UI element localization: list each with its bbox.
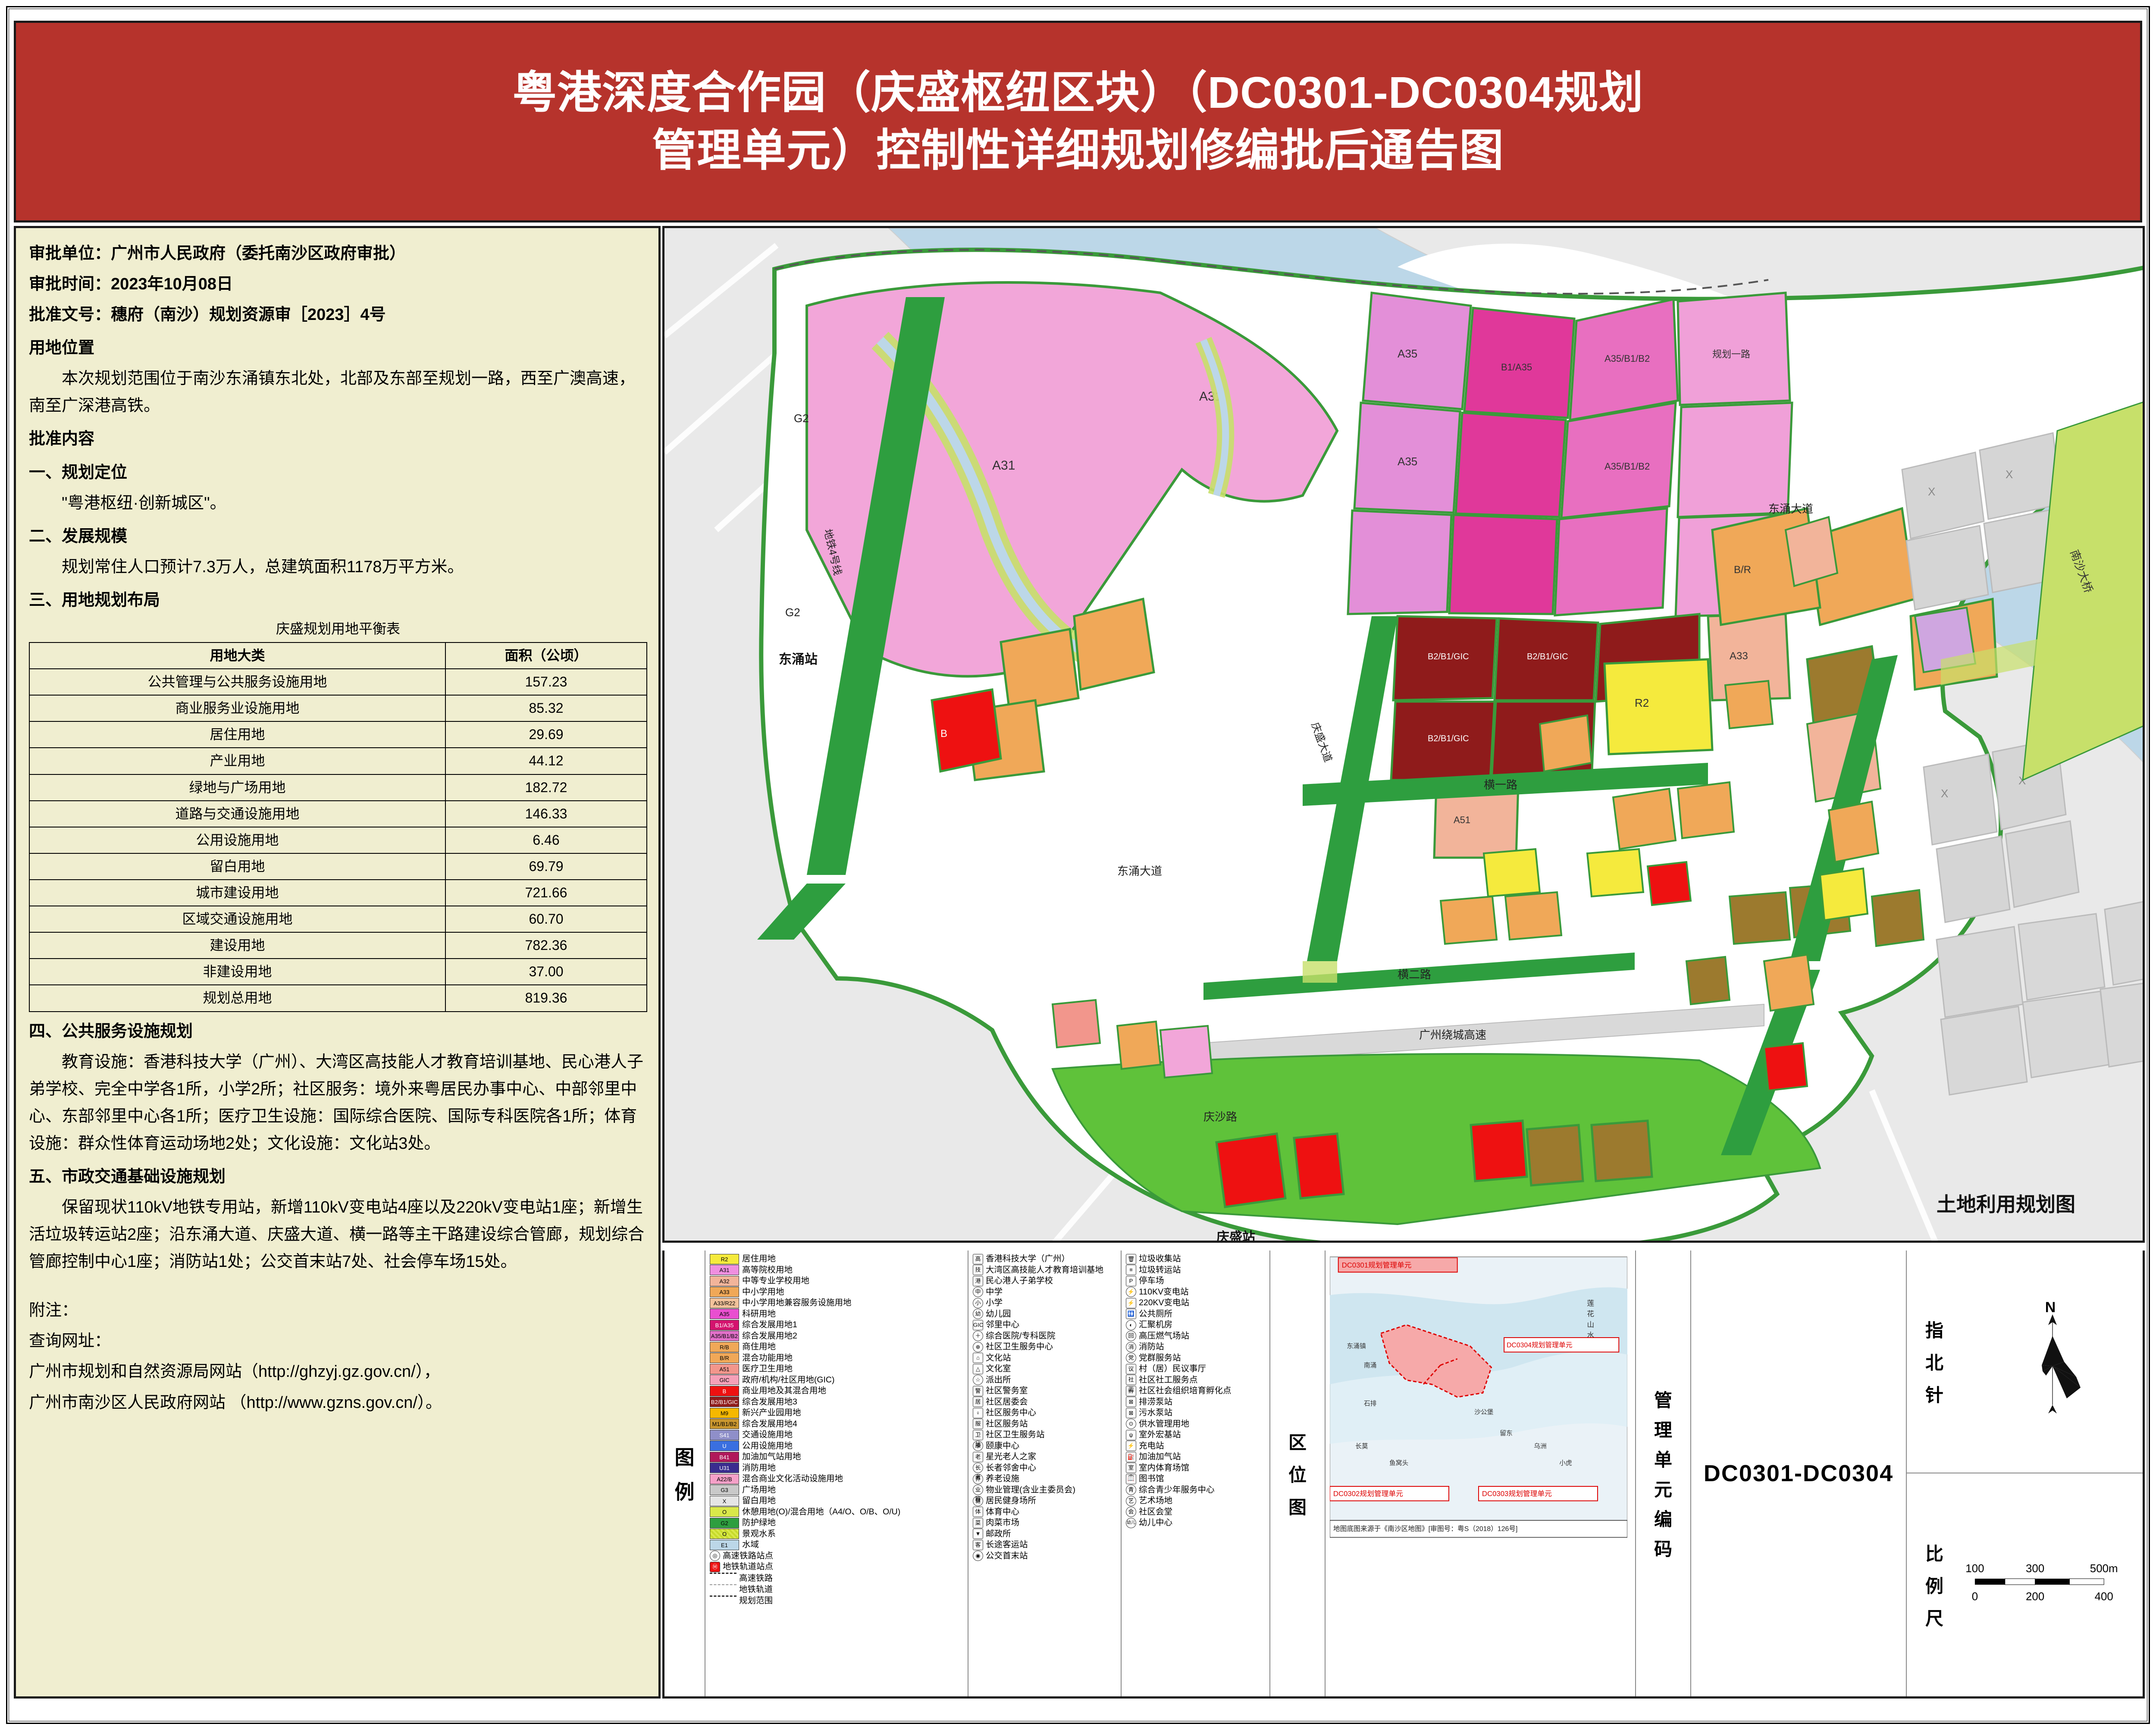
svg-text:长莫: 长莫: [1355, 1442, 1368, 1450]
svg-text:B: B: [940, 728, 947, 740]
svg-text:沙公堡: 沙公堡: [1474, 1408, 1494, 1416]
svg-text:100: 100: [1965, 1563, 1984, 1575]
svg-text:东涌镇: 东涌镇: [1347, 1343, 1366, 1350]
svg-text:A35/B1/B2: A35/B1/B2: [1604, 353, 1650, 364]
svg-text:规划一路: 规划一路: [1712, 349, 1750, 360]
svg-text:A35/B1/B2: A35/B1/B2: [1604, 461, 1650, 472]
svg-text:山: 山: [1587, 1320, 1594, 1329]
svg-text:南涌: 南涌: [1364, 1362, 1377, 1369]
svg-text:小虎: 小虎: [1559, 1460, 1572, 1467]
svg-text:A31: A31: [992, 458, 1015, 473]
svg-text:东涌大道: 东涌大道: [1117, 865, 1162, 878]
svg-text:B/R: B/R: [1734, 564, 1751, 576]
svg-text:东涌站: 东涌站: [779, 652, 818, 667]
svg-text:A51: A51: [1454, 815, 1470, 825]
svg-text:A33: A33: [1730, 650, 1748, 662]
svg-text:广州绕城高速: 广州绕城高速: [1419, 1028, 1486, 1041]
svg-text:留东: 留东: [1500, 1430, 1513, 1437]
svg-text:300: 300: [2026, 1563, 2044, 1575]
svg-text:B2/B1/GIC: B2/B1/GIC: [1428, 734, 1469, 743]
svg-text:横二路: 横二路: [1398, 968, 1431, 981]
svg-text:A35: A35: [1398, 455, 1417, 468]
svg-text:A35: A35: [1398, 347, 1417, 360]
svg-text:DC0303规划管理单元: DC0303规划管理单元: [1482, 1490, 1552, 1498]
svg-text:地图底图来源于《南沙区地图》[审图号：粤S（2018）126: 地图底图来源于《南沙区地图》[审图号：粤S（2018）126号]: [1333, 1525, 1518, 1533]
svg-text:N: N: [2045, 1299, 2056, 1316]
svg-text:B2/B1/GIC: B2/B1/GIC: [1428, 652, 1469, 661]
svg-text:G2: G2: [794, 412, 809, 425]
svg-text:庆沙路: 庆沙路: [1203, 1110, 1237, 1123]
svg-text:X: X: [1928, 485, 1935, 498]
svg-text:DC0301规划管理单元: DC0301规划管理单元: [1342, 1261, 1412, 1269]
svg-text:DC0304规划管理单元: DC0304规划管理单元: [1507, 1341, 1573, 1349]
svg-text:X: X: [2006, 468, 2013, 481]
svg-text:莲: 莲: [1587, 1299, 1594, 1307]
svg-text:500m: 500m: [2090, 1563, 2118, 1575]
svg-text:石排: 石排: [1364, 1400, 1377, 1407]
svg-text:B2/B1/GIC: B2/B1/GIC: [1527, 652, 1568, 661]
svg-text:0: 0: [1972, 1590, 1978, 1602]
svg-text:花: 花: [1587, 1310, 1594, 1318]
svg-text:东涌大道: 东涌大道: [1768, 502, 1813, 515]
svg-text:B1/A35: B1/A35: [1501, 362, 1532, 373]
svg-text:横一路: 横一路: [1484, 778, 1517, 791]
svg-text:200: 200: [2026, 1590, 2044, 1602]
svg-text:土地利用规划图: 土地利用规划图: [1937, 1193, 2075, 1216]
svg-text:R2: R2: [1635, 696, 1649, 709]
svg-text:鱼窝头: 鱼窝头: [1389, 1459, 1408, 1467]
svg-text:X: X: [1941, 787, 1948, 800]
svg-text:DC0302规划管理单元: DC0302规划管理单元: [1333, 1490, 1403, 1498]
svg-text:庆盛站: 庆盛站: [1216, 1230, 1255, 1243]
svg-text:400: 400: [2095, 1590, 2113, 1602]
svg-text:乌洲: 乌洲: [1534, 1442, 1547, 1450]
svg-text:G2: G2: [785, 606, 800, 619]
